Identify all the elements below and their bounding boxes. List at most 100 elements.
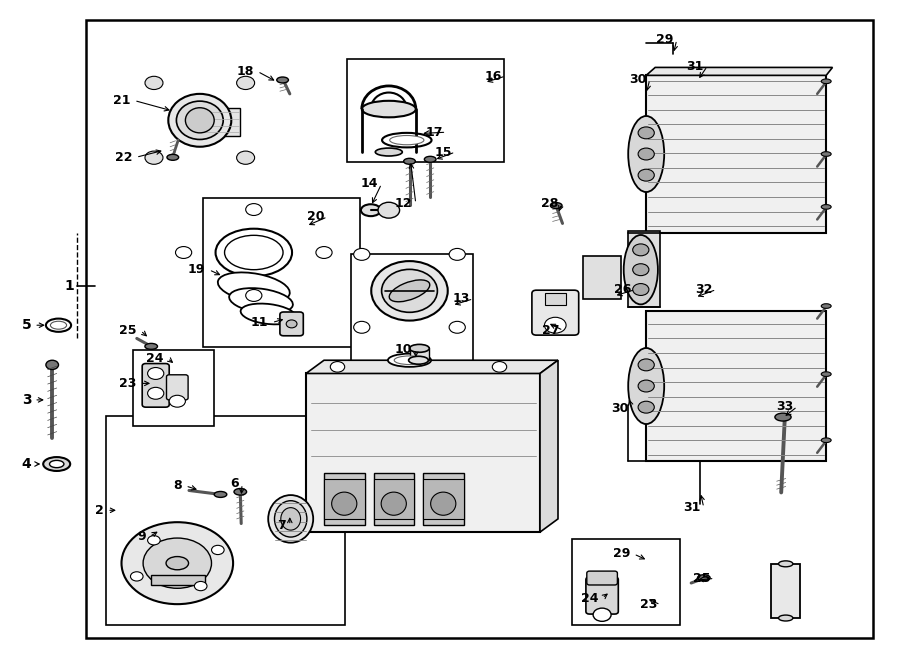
- Circle shape: [354, 321, 370, 333]
- Bar: [423, 479, 464, 519]
- FancyBboxPatch shape: [166, 375, 188, 400]
- Ellipse shape: [821, 371, 832, 376]
- Ellipse shape: [167, 154, 178, 160]
- Circle shape: [638, 380, 654, 392]
- Text: 33: 33: [777, 400, 794, 413]
- Ellipse shape: [375, 148, 402, 156]
- Ellipse shape: [382, 492, 407, 516]
- Text: 31: 31: [687, 59, 704, 73]
- Ellipse shape: [778, 561, 793, 567]
- Bar: [544, 293, 566, 305]
- Ellipse shape: [331, 492, 356, 516]
- Circle shape: [638, 169, 654, 181]
- FancyBboxPatch shape: [532, 290, 579, 335]
- Bar: [628, 231, 660, 307]
- Ellipse shape: [230, 288, 292, 313]
- Text: 30: 30: [611, 402, 628, 415]
- Circle shape: [145, 151, 163, 165]
- Circle shape: [638, 127, 654, 139]
- Ellipse shape: [403, 159, 416, 164]
- Bar: [346, 59, 504, 162]
- Ellipse shape: [362, 100, 416, 118]
- Text: 4: 4: [22, 457, 32, 471]
- Bar: [423, 473, 464, 525]
- Text: 30: 30: [629, 73, 646, 86]
- Text: 23: 23: [640, 598, 657, 611]
- Bar: [646, 311, 826, 461]
- Bar: [324, 479, 365, 519]
- Text: 1: 1: [64, 278, 74, 293]
- Ellipse shape: [382, 133, 432, 147]
- Ellipse shape: [628, 116, 664, 192]
- Circle shape: [633, 244, 649, 256]
- Bar: [646, 75, 826, 233]
- Text: 15: 15: [435, 145, 452, 159]
- Ellipse shape: [43, 457, 70, 471]
- Ellipse shape: [390, 136, 424, 145]
- Circle shape: [148, 368, 164, 379]
- Circle shape: [194, 582, 207, 591]
- Polygon shape: [540, 360, 558, 532]
- Text: 22: 22: [115, 151, 132, 164]
- Ellipse shape: [176, 101, 223, 139]
- Text: 6: 6: [230, 477, 238, 490]
- Circle shape: [246, 204, 262, 215]
- Text: 31: 31: [683, 501, 700, 514]
- Bar: [374, 473, 414, 525]
- Polygon shape: [306, 373, 540, 532]
- Ellipse shape: [550, 203, 562, 209]
- Bar: [86, 20, 873, 638]
- Ellipse shape: [277, 77, 289, 83]
- Bar: [133, 350, 214, 426]
- Circle shape: [176, 247, 192, 258]
- Text: 14: 14: [361, 177, 378, 190]
- Ellipse shape: [394, 356, 425, 365]
- Circle shape: [330, 362, 345, 372]
- Polygon shape: [306, 360, 558, 373]
- Ellipse shape: [382, 270, 437, 312]
- Text: 5: 5: [22, 318, 32, 332]
- Ellipse shape: [149, 547, 205, 579]
- Ellipse shape: [274, 501, 307, 537]
- Text: 2: 2: [94, 504, 104, 517]
- Polygon shape: [646, 67, 832, 75]
- Bar: [410, 348, 429, 360]
- Text: 12: 12: [395, 197, 412, 210]
- Text: 20: 20: [307, 210, 324, 223]
- Circle shape: [130, 572, 143, 581]
- Ellipse shape: [388, 354, 431, 367]
- Ellipse shape: [778, 615, 793, 621]
- Bar: [202, 198, 360, 347]
- Text: 11: 11: [251, 316, 268, 329]
- Text: 26: 26: [615, 283, 632, 296]
- Text: 19: 19: [188, 263, 205, 276]
- Ellipse shape: [821, 303, 832, 308]
- Text: 13: 13: [453, 292, 470, 305]
- Circle shape: [449, 249, 465, 260]
- Text: 17: 17: [426, 126, 443, 139]
- Ellipse shape: [389, 280, 430, 302]
- Ellipse shape: [821, 438, 832, 443]
- Ellipse shape: [410, 344, 429, 352]
- Ellipse shape: [371, 261, 448, 321]
- Text: 24: 24: [147, 352, 164, 365]
- Circle shape: [246, 290, 262, 301]
- Ellipse shape: [286, 320, 297, 328]
- Text: 29: 29: [656, 33, 673, 46]
- Ellipse shape: [281, 508, 301, 530]
- Ellipse shape: [215, 229, 292, 276]
- Bar: [106, 416, 345, 625]
- Ellipse shape: [624, 235, 658, 304]
- Ellipse shape: [234, 488, 247, 495]
- Text: 7: 7: [277, 519, 286, 532]
- Text: 23: 23: [120, 377, 137, 390]
- Bar: [583, 256, 621, 299]
- Circle shape: [212, 545, 224, 555]
- Circle shape: [593, 608, 611, 621]
- Text: 9: 9: [137, 530, 146, 543]
- Circle shape: [143, 538, 212, 588]
- Bar: [572, 539, 680, 625]
- Bar: [374, 479, 414, 519]
- Ellipse shape: [361, 204, 381, 216]
- Text: 28: 28: [541, 197, 558, 210]
